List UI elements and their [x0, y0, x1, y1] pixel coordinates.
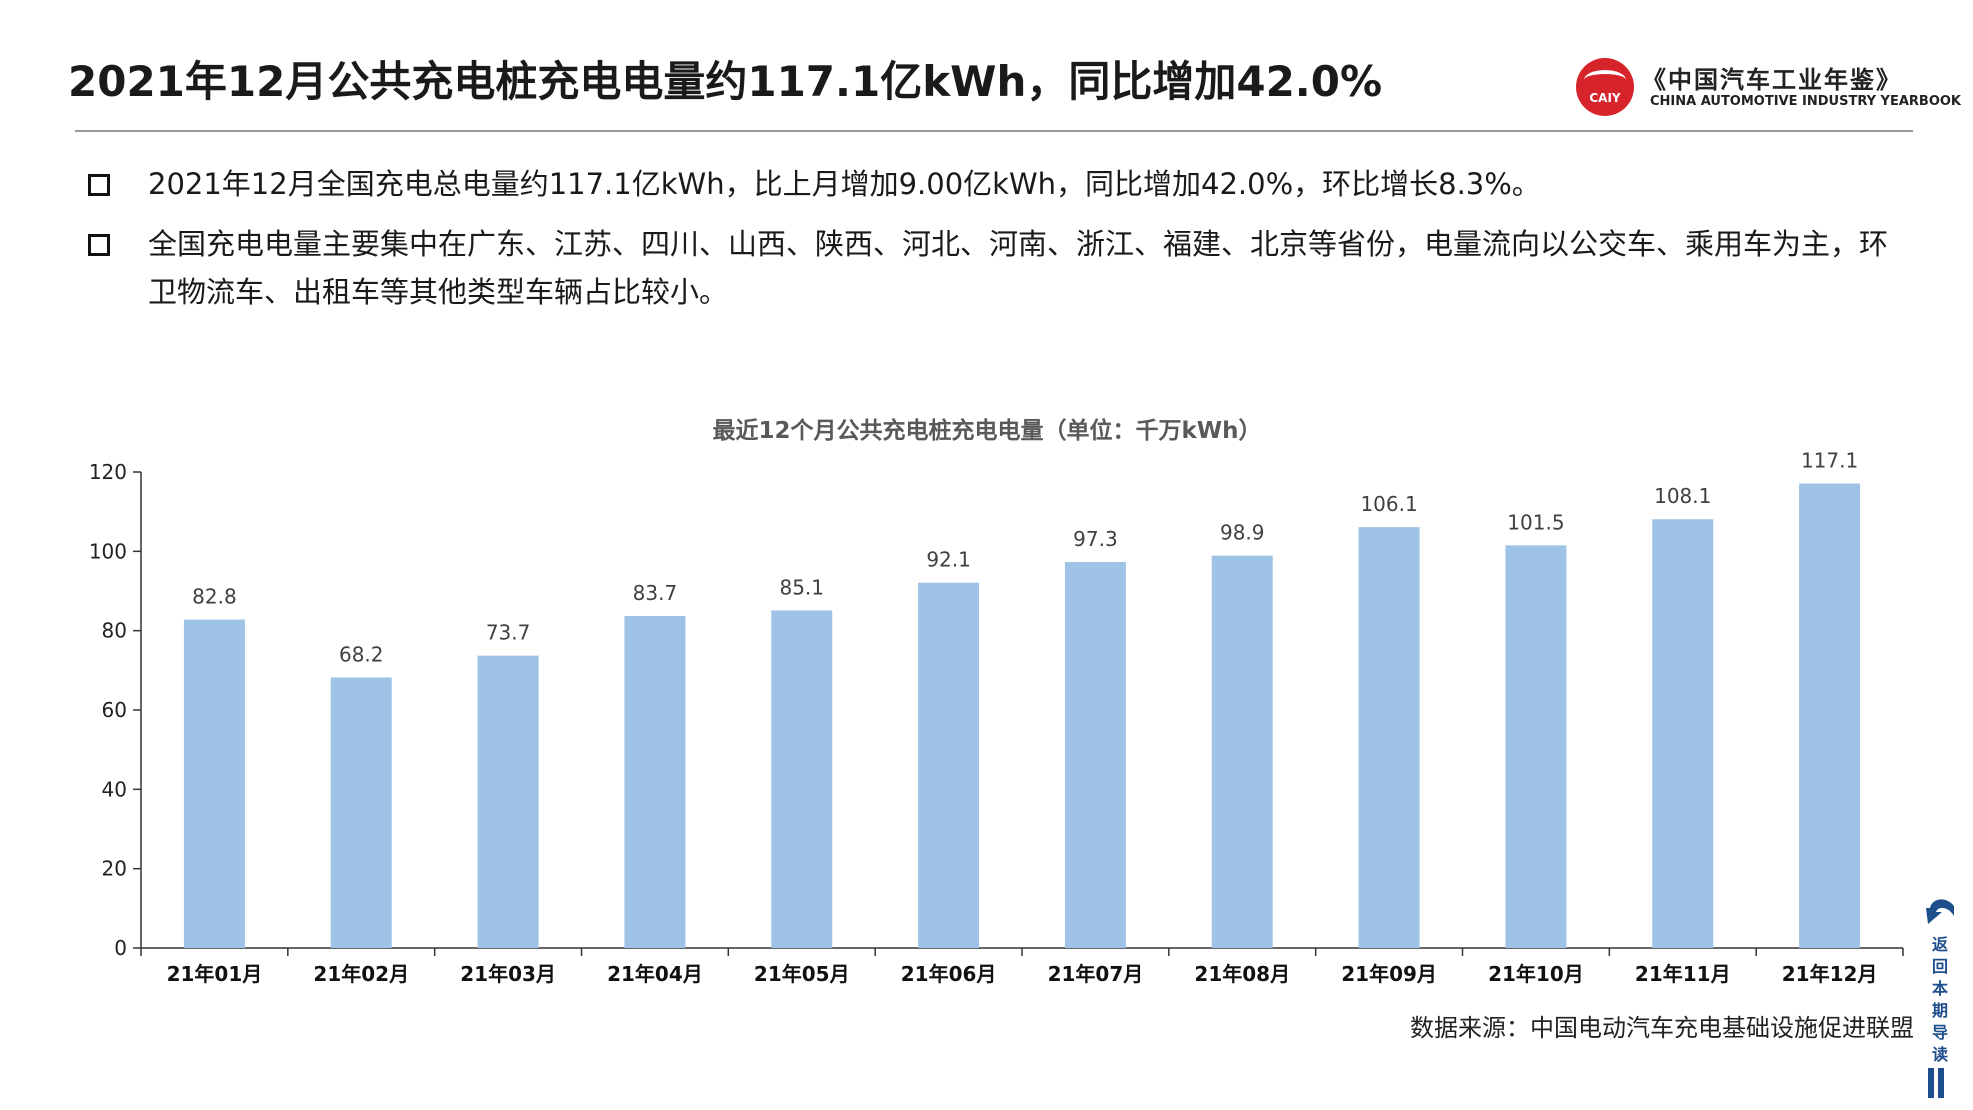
data-source: 数据来源：中国电动汽车充电基础设施促进联盟 [1410, 1014, 1914, 1042]
y-tick-label: 60 [102, 698, 127, 722]
y-tick-label: 20 [102, 857, 127, 881]
caiy-logo: CAIY 《中国汽车工业年鉴》 CHINA AUTOMOTIVE INDUSTR… [1576, 56, 1961, 118]
chart-title: 最近12个月公共充电桩充电电量（单位：千万kWh） [712, 417, 1261, 444]
y-tick-label: 100 [89, 539, 127, 563]
x-tick-label: 21年11月 [1635, 962, 1731, 986]
y-tick-label: 80 [102, 619, 127, 643]
data-label: 117.1 [1801, 449, 1858, 473]
bar [1652, 519, 1714, 948]
bullet-item: 全国充电电量主要集中在广东、江苏、四川、山西、陕西、河北、河南、浙江、福建、北京… [86, 220, 1906, 316]
x-tick-label: 21年01月 [167, 962, 263, 986]
yearbook-name-cn: 《中国汽车工业年鉴》 [1642, 65, 1902, 94]
data-label: 92.1 [926, 548, 971, 572]
data-label: 101.5 [1507, 510, 1564, 534]
bar [624, 615, 686, 948]
bar [183, 619, 245, 948]
data-label: 106.1 [1360, 492, 1417, 516]
x-tick-label: 21年08月 [1194, 962, 1290, 986]
bar [1358, 527, 1420, 948]
bullet-item: 2021年12月全国充电总电量约117.1亿kWh，比上月增加9.00亿kWh，… [86, 160, 1906, 208]
bar [1505, 545, 1567, 948]
x-tick-label: 21年03月 [460, 962, 556, 986]
x-tick-label: 21年10月 [1488, 962, 1584, 986]
y-tick-label: 120 [89, 460, 127, 484]
menu-bars-icon [1928, 1068, 1948, 1098]
back-to-contents-button[interactable]: 返回本期导读 [1920, 890, 1960, 1100]
data-label: 108.1 [1654, 484, 1711, 508]
bar [477, 655, 539, 948]
square-bullet-icon [88, 174, 110, 196]
bullet-text: 全国充电电量主要集中在广东、江苏、四川、山西、陕西、河北、河南、浙江、福建、北京… [148, 227, 1889, 309]
data-label: 68.2 [339, 642, 384, 666]
data-label: 98.9 [1220, 521, 1265, 545]
data-label: 83.7 [633, 581, 678, 605]
data-label: 97.3 [1073, 527, 1118, 551]
y-tick-label: 0 [114, 936, 127, 960]
data-label: 73.7 [486, 621, 531, 645]
header-divider [75, 130, 1913, 132]
yearbook-name-en: CHINA AUTOMOTIVE INDUSTRY YEARBOOK [1650, 94, 1962, 109]
x-tick-label: 21年05月 [754, 962, 850, 986]
back-label: 返回本期导读 [1931, 935, 1948, 1064]
x-tick-label: 21年12月 [1782, 962, 1878, 986]
bar [330, 677, 392, 948]
back-arrow-icon [1926, 899, 1954, 924]
caiy-badge-text: CAIY [1589, 91, 1621, 105]
bar [1211, 555, 1273, 948]
bar [1064, 562, 1126, 948]
summary-bullets: 2021年12月全国充电总电量约117.1亿kWh，比上月增加9.00亿kWh，… [86, 160, 1906, 328]
x-tick-label: 21年09月 [1341, 962, 1437, 986]
caiy-logo-icon: CAIY [1576, 58, 1634, 116]
x-tick-label: 21年04月 [607, 962, 703, 986]
data-label: 82.8 [192, 585, 237, 609]
x-tick-label: 21年07月 [1048, 962, 1144, 986]
bullet-text: 2021年12月全国充电总电量约117.1亿kWh，比上月增加9.00亿kWh，… [148, 167, 1541, 201]
bar [918, 582, 980, 948]
page-title: 2021年12月公共充电桩充电电量约117.1亿kWh，同比增加42.0% [68, 57, 1383, 106]
bar [771, 610, 833, 948]
x-tick-label: 21年06月 [901, 962, 997, 986]
y-tick-label: 40 [102, 777, 127, 801]
data-label: 85.1 [779, 575, 824, 599]
x-tick-label: 21年02月 [313, 962, 409, 986]
bar [1799, 483, 1861, 948]
square-bullet-icon [88, 234, 110, 256]
